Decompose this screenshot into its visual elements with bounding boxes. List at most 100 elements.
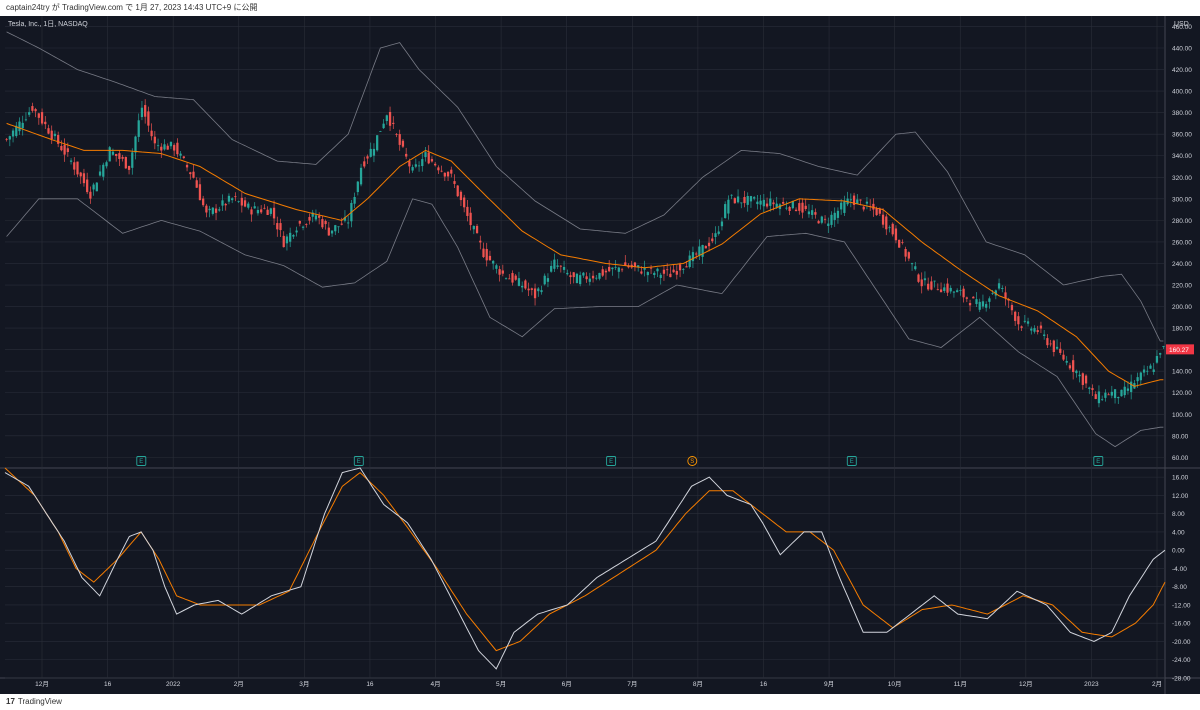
candle [769, 191, 772, 212]
candle [388, 106, 392, 132]
candle [1088, 386, 1091, 395]
candle [47, 124, 50, 135]
candle [34, 107, 37, 118]
candle [727, 195, 730, 220]
candle [659, 272, 662, 285]
price-tick-label: 420.00 [1172, 67, 1192, 74]
candle [208, 205, 211, 218]
candle [527, 282, 530, 297]
price-tick-label: 260.00 [1172, 239, 1192, 246]
candle [330, 230, 334, 237]
candle [869, 199, 872, 211]
candle [823, 215, 827, 224]
candle [279, 218, 282, 237]
candle [559, 265, 562, 273]
price-chart[interactable]: E E E S E E 460.00 440.00 420.00 400.00 380.00 360… [0, 16, 1200, 694]
earnings-event-marker[interactable]: E [846, 456, 857, 466]
candle [456, 185, 459, 198]
svg-text:S: S [690, 459, 694, 465]
candle [695, 251, 698, 259]
earnings-event-marker[interactable]: E [136, 456, 147, 466]
oscillator-tick-label: -20.00 [1172, 639, 1191, 646]
price-tick-label: 100.00 [1172, 412, 1192, 419]
price-tick-label: 220.00 [1172, 283, 1192, 290]
candle [211, 207, 214, 216]
candle [801, 198, 804, 219]
candle [437, 165, 440, 174]
candle [372, 143, 376, 163]
time-tick-label: 4月 [430, 680, 440, 688]
candle [417, 161, 421, 172]
candle [231, 197, 234, 204]
candle [221, 194, 224, 211]
candle [643, 260, 646, 277]
candle [1091, 384, 1094, 396]
last-price-label: 160.27 [1169, 347, 1189, 354]
chart-frame[interactable]: E E E S E E 460.00 440.00 420.00 400.00 380.00 360… [0, 16, 1200, 694]
candle-layer [5, 99, 1165, 408]
candle [492, 259, 495, 270]
candle [820, 215, 823, 225]
candle [237, 200, 240, 203]
candle [968, 299, 972, 312]
candle [691, 246, 695, 268]
candle [917, 273, 920, 284]
candle [411, 164, 414, 173]
price-tick-label: 440.00 [1172, 46, 1192, 53]
candle [353, 192, 356, 209]
candle [350, 200, 353, 228]
candle [1075, 369, 1078, 378]
candle [508, 274, 511, 280]
candle [182, 155, 185, 160]
grid-layer [0, 16, 1200, 694]
candle [765, 197, 769, 209]
earnings-event-marker[interactable]: E [353, 456, 364, 466]
earnings-event-marker[interactable]: E [1093, 456, 1104, 466]
candle [846, 191, 849, 207]
time-tick-label: 2月 [234, 680, 244, 688]
candle [334, 224, 337, 236]
candle [301, 225, 305, 231]
candle [595, 274, 598, 281]
candle [269, 207, 272, 217]
candle [1155, 350, 1159, 364]
currency-label: USD [1174, 21, 1189, 28]
time-tick-label: 9月 [824, 680, 834, 688]
candle [115, 153, 118, 162]
candle [1146, 365, 1149, 376]
candle [1010, 302, 1014, 315]
price-tick-label: 300.00 [1172, 196, 1192, 203]
candle [1084, 374, 1088, 389]
earnings-event-marker[interactable]: E [606, 456, 617, 466]
candle [430, 156, 434, 163]
candle [1026, 317, 1030, 327]
candle [1139, 371, 1142, 386]
candle [756, 195, 759, 210]
candle [382, 119, 385, 129]
candle [956, 288, 959, 293]
candle [1033, 325, 1036, 334]
price-tick-label: 340.00 [1172, 153, 1192, 160]
candle [746, 192, 749, 212]
candle [434, 161, 437, 167]
candle [140, 101, 144, 121]
candle [807, 204, 811, 218]
candle [276, 216, 279, 237]
candle [1020, 325, 1023, 332]
split-event-marker[interactable]: S [687, 456, 698, 466]
candle [1162, 345, 1165, 349]
published-header: captain24try が TradingView.com で 1月 27, … [0, 0, 1200, 16]
candle [150, 123, 153, 141]
candle [585, 272, 588, 283]
candle [965, 296, 968, 303]
candle [405, 147, 408, 160]
candle [272, 200, 276, 226]
candle [89, 186, 92, 204]
candle [195, 177, 198, 188]
candle [401, 139, 405, 148]
candle [376, 135, 379, 152]
candle [907, 251, 910, 262]
candle [260, 205, 263, 215]
svg-text:E: E [357, 459, 361, 465]
time-tick-label: 5月 [496, 680, 506, 688]
